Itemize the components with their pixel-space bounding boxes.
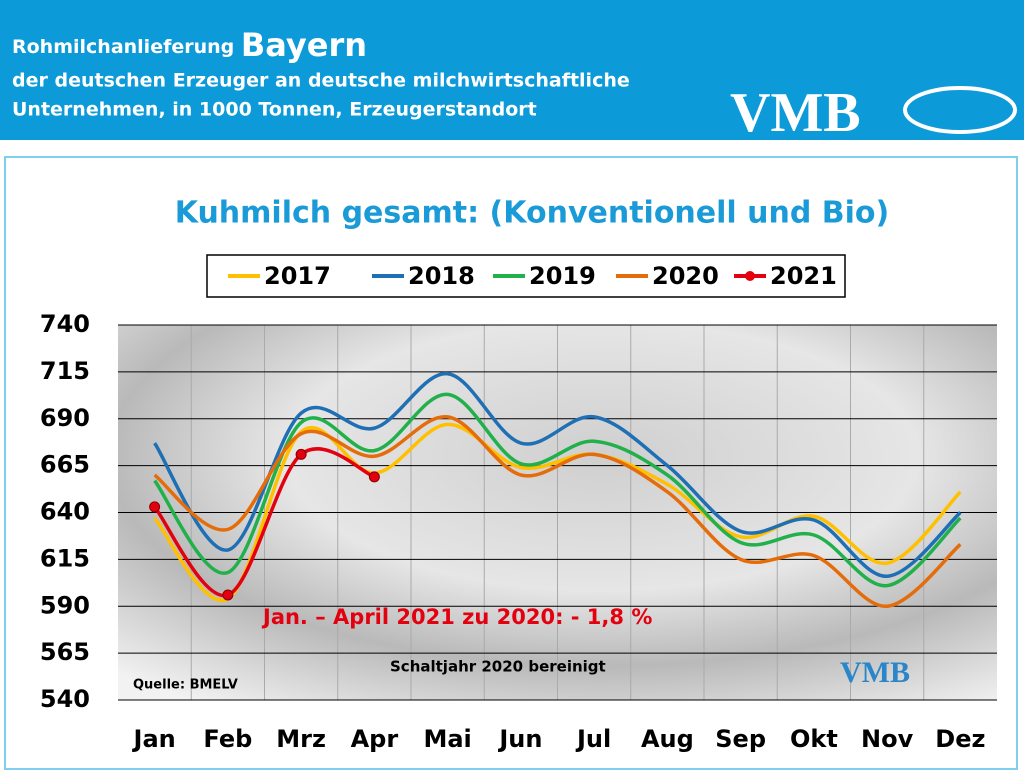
series-line (153, 422, 962, 603)
point-marker (295, 448, 307, 460)
legend-label: 2020 (652, 262, 719, 290)
point-marker (149, 501, 161, 513)
header-line: der deutschen Erzeuger an deutsche milch… (12, 70, 630, 92)
x-tick-label: Mrz (276, 725, 326, 753)
legend-label: 2018 (408, 262, 475, 290)
x-tick-label: Jul (575, 725, 611, 753)
x-tick-label: Dez (935, 725, 985, 753)
y-tick-label: 715 (40, 357, 90, 385)
x-tick-label: Jan (132, 725, 176, 753)
series-line (153, 392, 962, 588)
x-tick-label: Feb (203, 725, 252, 753)
x-tick-label: Nov (861, 725, 914, 753)
logo-swirl (903, 86, 1017, 134)
point-marker (222, 589, 234, 601)
legend-label: 2019 (529, 262, 596, 290)
x-tick-label: Mai (423, 725, 471, 753)
y-tick-label: 690 (40, 404, 90, 432)
chart-title: Kuhmilch gesamt: (Konventionell und Bio) (175, 196, 890, 231)
header-prefix: Rohmilchanlieferung Bayern (12, 26, 367, 64)
header-band (0, 0, 1024, 140)
legend-marker (745, 271, 755, 281)
y-tick-label: 565 (40, 638, 90, 666)
series-line (153, 447, 376, 598)
y-tick-label: 640 (40, 498, 90, 526)
y-tick-label: 615 (40, 544, 90, 572)
x-tick-label: Apr (351, 725, 399, 753)
legend-label: 2021 (770, 262, 837, 290)
y-tick-label: 590 (40, 591, 90, 619)
logo: VMB (730, 82, 861, 144)
source: Quelle: BMELV (133, 678, 238, 693)
header-line: Unternehmen, in 1000 Tonnen, Erzeugersta… (12, 99, 537, 121)
x-tick-label: Sep (715, 725, 766, 753)
y-tick-label: 540 (40, 685, 90, 713)
point-marker (368, 471, 380, 483)
x-tick-label: Jun (497, 725, 542, 753)
x-tick-label: Okt (790, 725, 838, 753)
y-tick-label: 665 (40, 451, 90, 479)
x-tick-label: Aug (641, 725, 694, 753)
note: Schaltjahr 2020 bereinigt (390, 658, 606, 676)
annotation: Jan. – April 2021 zu 2020: - 1,8 % (261, 605, 652, 629)
series-line (153, 415, 962, 609)
y-tick-label: 740 (40, 310, 90, 338)
legend-label: 2017 (264, 262, 331, 290)
plot-logo: VMB (840, 656, 910, 689)
